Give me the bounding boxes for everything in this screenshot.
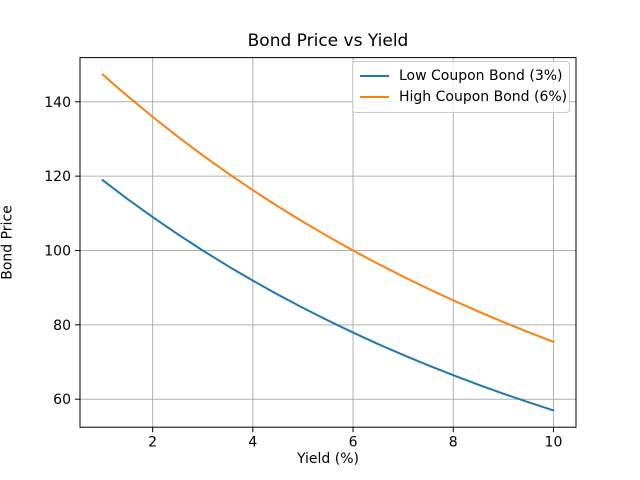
chart-title: Bond Price vs Yield [247, 31, 409, 51]
legend-line-swatch-low-coupon [360, 75, 389, 77]
legend-item: Low Coupon Bond (3%) [360, 66, 563, 86]
legend-label: High Coupon Bond (6%) [399, 89, 568, 105]
y-axis-label: Bond Price [0, 205, 16, 280]
svg-text:10: 10 [545, 435, 563, 451]
legend-line-swatch-high-coupon [360, 96, 389, 98]
axes-frame [79, 57, 577, 428]
x-axis-label: Yield (%) [296, 451, 359, 467]
legend: Low Coupon Bond (3%) High Coupon Bond (6… [352, 61, 570, 113]
y-axis-ticks: 60 80 100 120 140 [44, 95, 80, 408]
svg-text:80: 80 [53, 318, 71, 334]
x-axis-ticks: 2 4 6 8 10 [148, 427, 562, 451]
svg-text:4: 4 [248, 435, 257, 451]
legend-label: Low Coupon Bond (3%) [399, 68, 563, 84]
svg-text:120: 120 [44, 169, 71, 185]
grid-lines [80, 57, 576, 428]
svg-text:8: 8 [449, 435, 458, 451]
data-series-lines [101, 73, 555, 412]
svg-text:100: 100 [44, 243, 71, 259]
svg-text:2: 2 [148, 435, 157, 451]
svg-text:60: 60 [53, 392, 71, 408]
svg-text:140: 140 [44, 95, 71, 111]
legend-item: High Coupon Bond (6%) [360, 87, 567, 107]
svg-text:6: 6 [349, 435, 358, 451]
